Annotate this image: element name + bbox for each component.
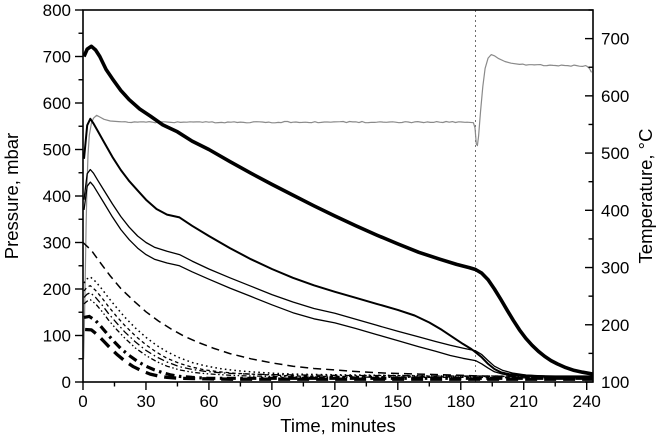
left-tick-label: 300 xyxy=(43,234,71,253)
right-tick-label: 600 xyxy=(601,87,629,106)
left-tick-label: 400 xyxy=(43,187,71,206)
pressure-dashed xyxy=(83,241,593,379)
left-axis-title: Pressure, mbar xyxy=(1,133,22,259)
x-tick-label: 240 xyxy=(573,392,601,411)
left-tick-label: 0 xyxy=(62,373,71,392)
right-tick-label: 400 xyxy=(601,201,629,220)
left-tick-label: 700 xyxy=(43,48,71,67)
left-tick-label: 800 xyxy=(43,1,71,20)
left-tick-label: 500 xyxy=(43,141,71,160)
series-group xyxy=(83,44,593,381)
x-axis-title: Time, minutes xyxy=(280,415,395,436)
right-tick-label: 500 xyxy=(601,144,629,163)
x-tick-label: 30 xyxy=(137,392,156,411)
left-tick-label: 200 xyxy=(43,280,71,299)
temperature-gray xyxy=(83,53,593,360)
pressure-thick-solid xyxy=(83,44,593,376)
pressure-bold-dash xyxy=(84,327,593,381)
pressure-solid-thin-a xyxy=(83,168,593,378)
x-tick-label: 150 xyxy=(384,392,412,411)
x-tick-label: 60 xyxy=(199,392,218,411)
left-tick-label: 600 xyxy=(43,94,71,113)
x-tick-label: 0 xyxy=(78,392,87,411)
right-tick-label: 700 xyxy=(601,30,629,49)
right-tick-label: 200 xyxy=(601,316,629,335)
pressure-solid-medium xyxy=(83,117,593,378)
left-tick-label: 100 xyxy=(43,327,71,346)
pressure-dotted xyxy=(83,276,593,378)
right-axis-title: Temperature, °C xyxy=(635,129,656,264)
x-tick-label: 210 xyxy=(510,392,538,411)
pressure-solid-thin-b xyxy=(83,181,593,379)
right-tick-label: 300 xyxy=(601,259,629,278)
x-tick-label: 90 xyxy=(262,392,281,411)
right-tick-label: 100 xyxy=(601,373,629,392)
x-tick-label: 120 xyxy=(321,392,349,411)
x-tick-label: 180 xyxy=(447,392,475,411)
